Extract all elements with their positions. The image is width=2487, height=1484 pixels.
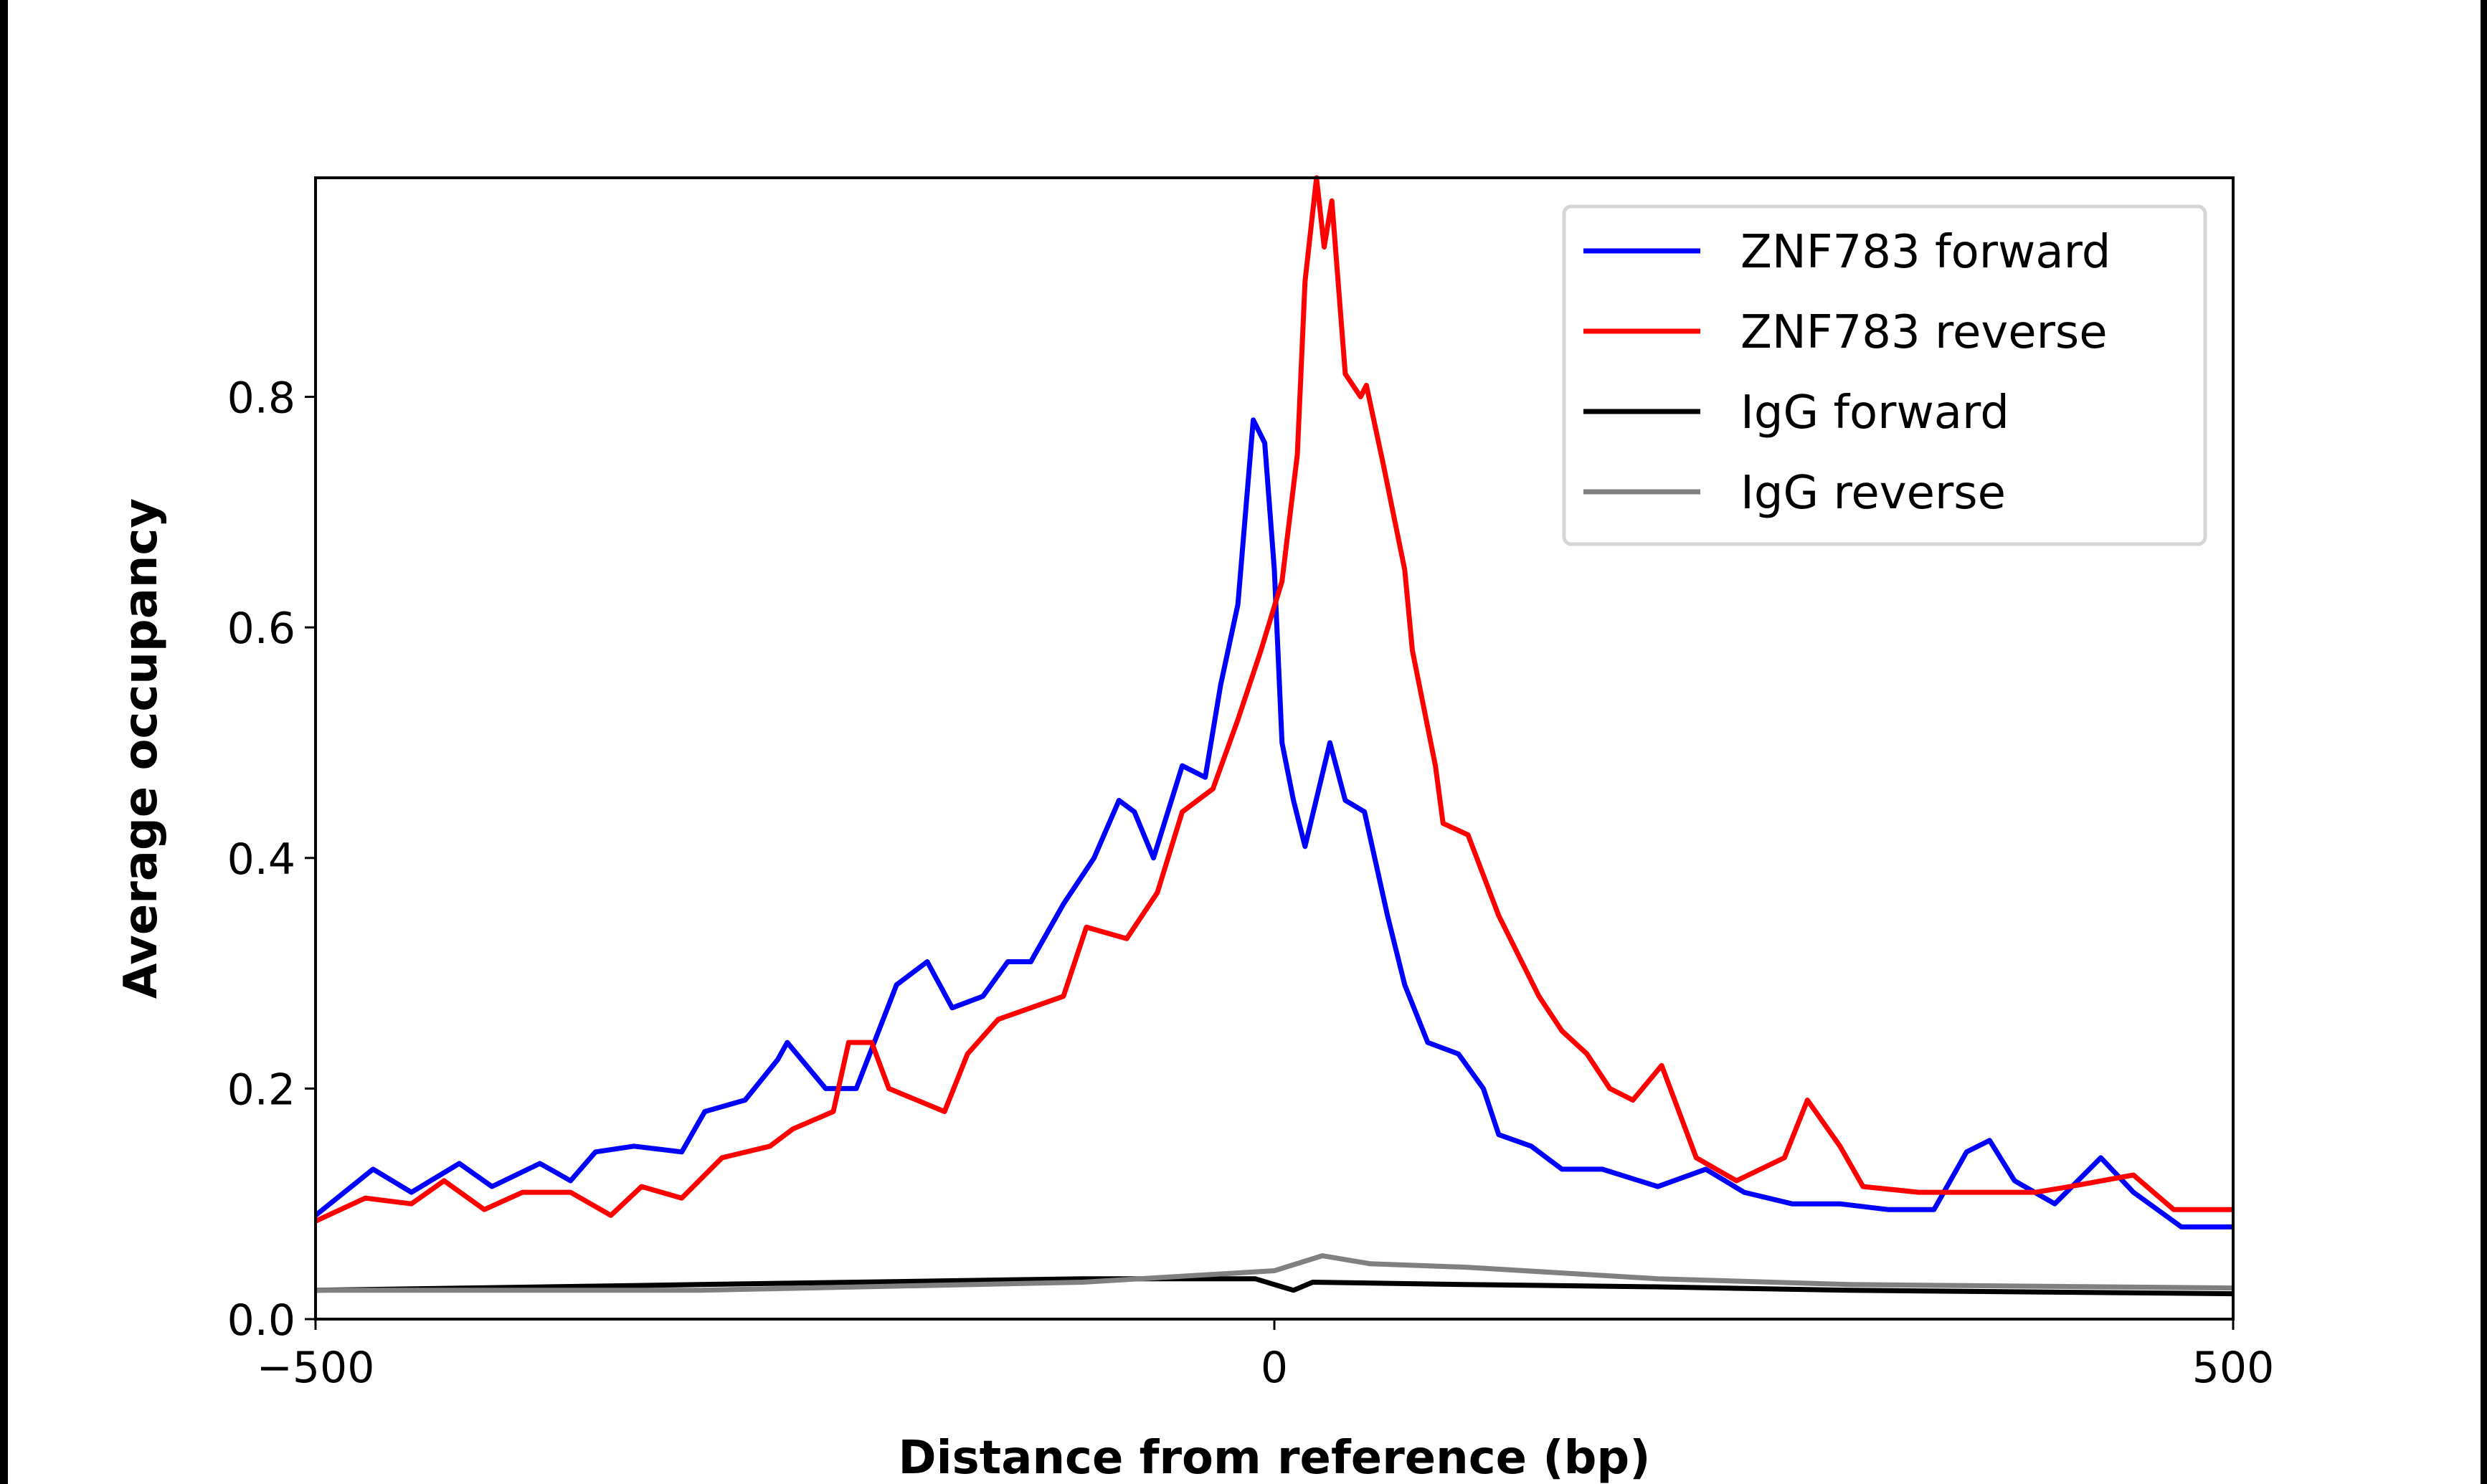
series-line-znf783-forward bbox=[313, 417, 2233, 1229]
right-black-border bbox=[2481, 0, 2487, 1484]
x-axis-label: Distance from reference (bp) bbox=[899, 1432, 1651, 1484]
x-tick-label: 500 bbox=[2192, 1343, 2275, 1393]
legend-label: ZNF783 reverse bbox=[1740, 306, 2108, 359]
series-layer bbox=[313, 175, 2234, 1297]
series-line-igg-forward bbox=[315, 1276, 2234, 1297]
y-tick-label: 0.6 bbox=[227, 604, 295, 654]
y-axis: 0.0 0.2 0.4 0.6 0.8 bbox=[227, 374, 316, 1346]
legend-label: IgG forward bbox=[1740, 386, 2009, 439]
legend-label: IgG reverse bbox=[1740, 467, 2006, 520]
legend-box bbox=[1562, 204, 2207, 546]
y-tick-label: 0.8 bbox=[227, 374, 295, 424]
x-axis: −500 0 500 bbox=[257, 1319, 2275, 1393]
series-line-igg-reverse bbox=[316, 1253, 2234, 1293]
legend-label: ZNF783 forward bbox=[1740, 226, 2111, 279]
left-black-border bbox=[0, 0, 8, 1484]
y-tick-label: 0.0 bbox=[227, 1295, 295, 1346]
y-axis-label: Average occupancy bbox=[115, 498, 168, 999]
x-tick-label: 0 bbox=[1261, 1343, 1288, 1393]
legend: ZNF783 forward ZNF783 reverse IgG forward I… bbox=[1562, 204, 2207, 546]
y-tick-label: 0.4 bbox=[227, 834, 295, 885]
x-tick-label: −500 bbox=[257, 1343, 375, 1393]
y-tick-label: 0.2 bbox=[227, 1065, 295, 1115]
